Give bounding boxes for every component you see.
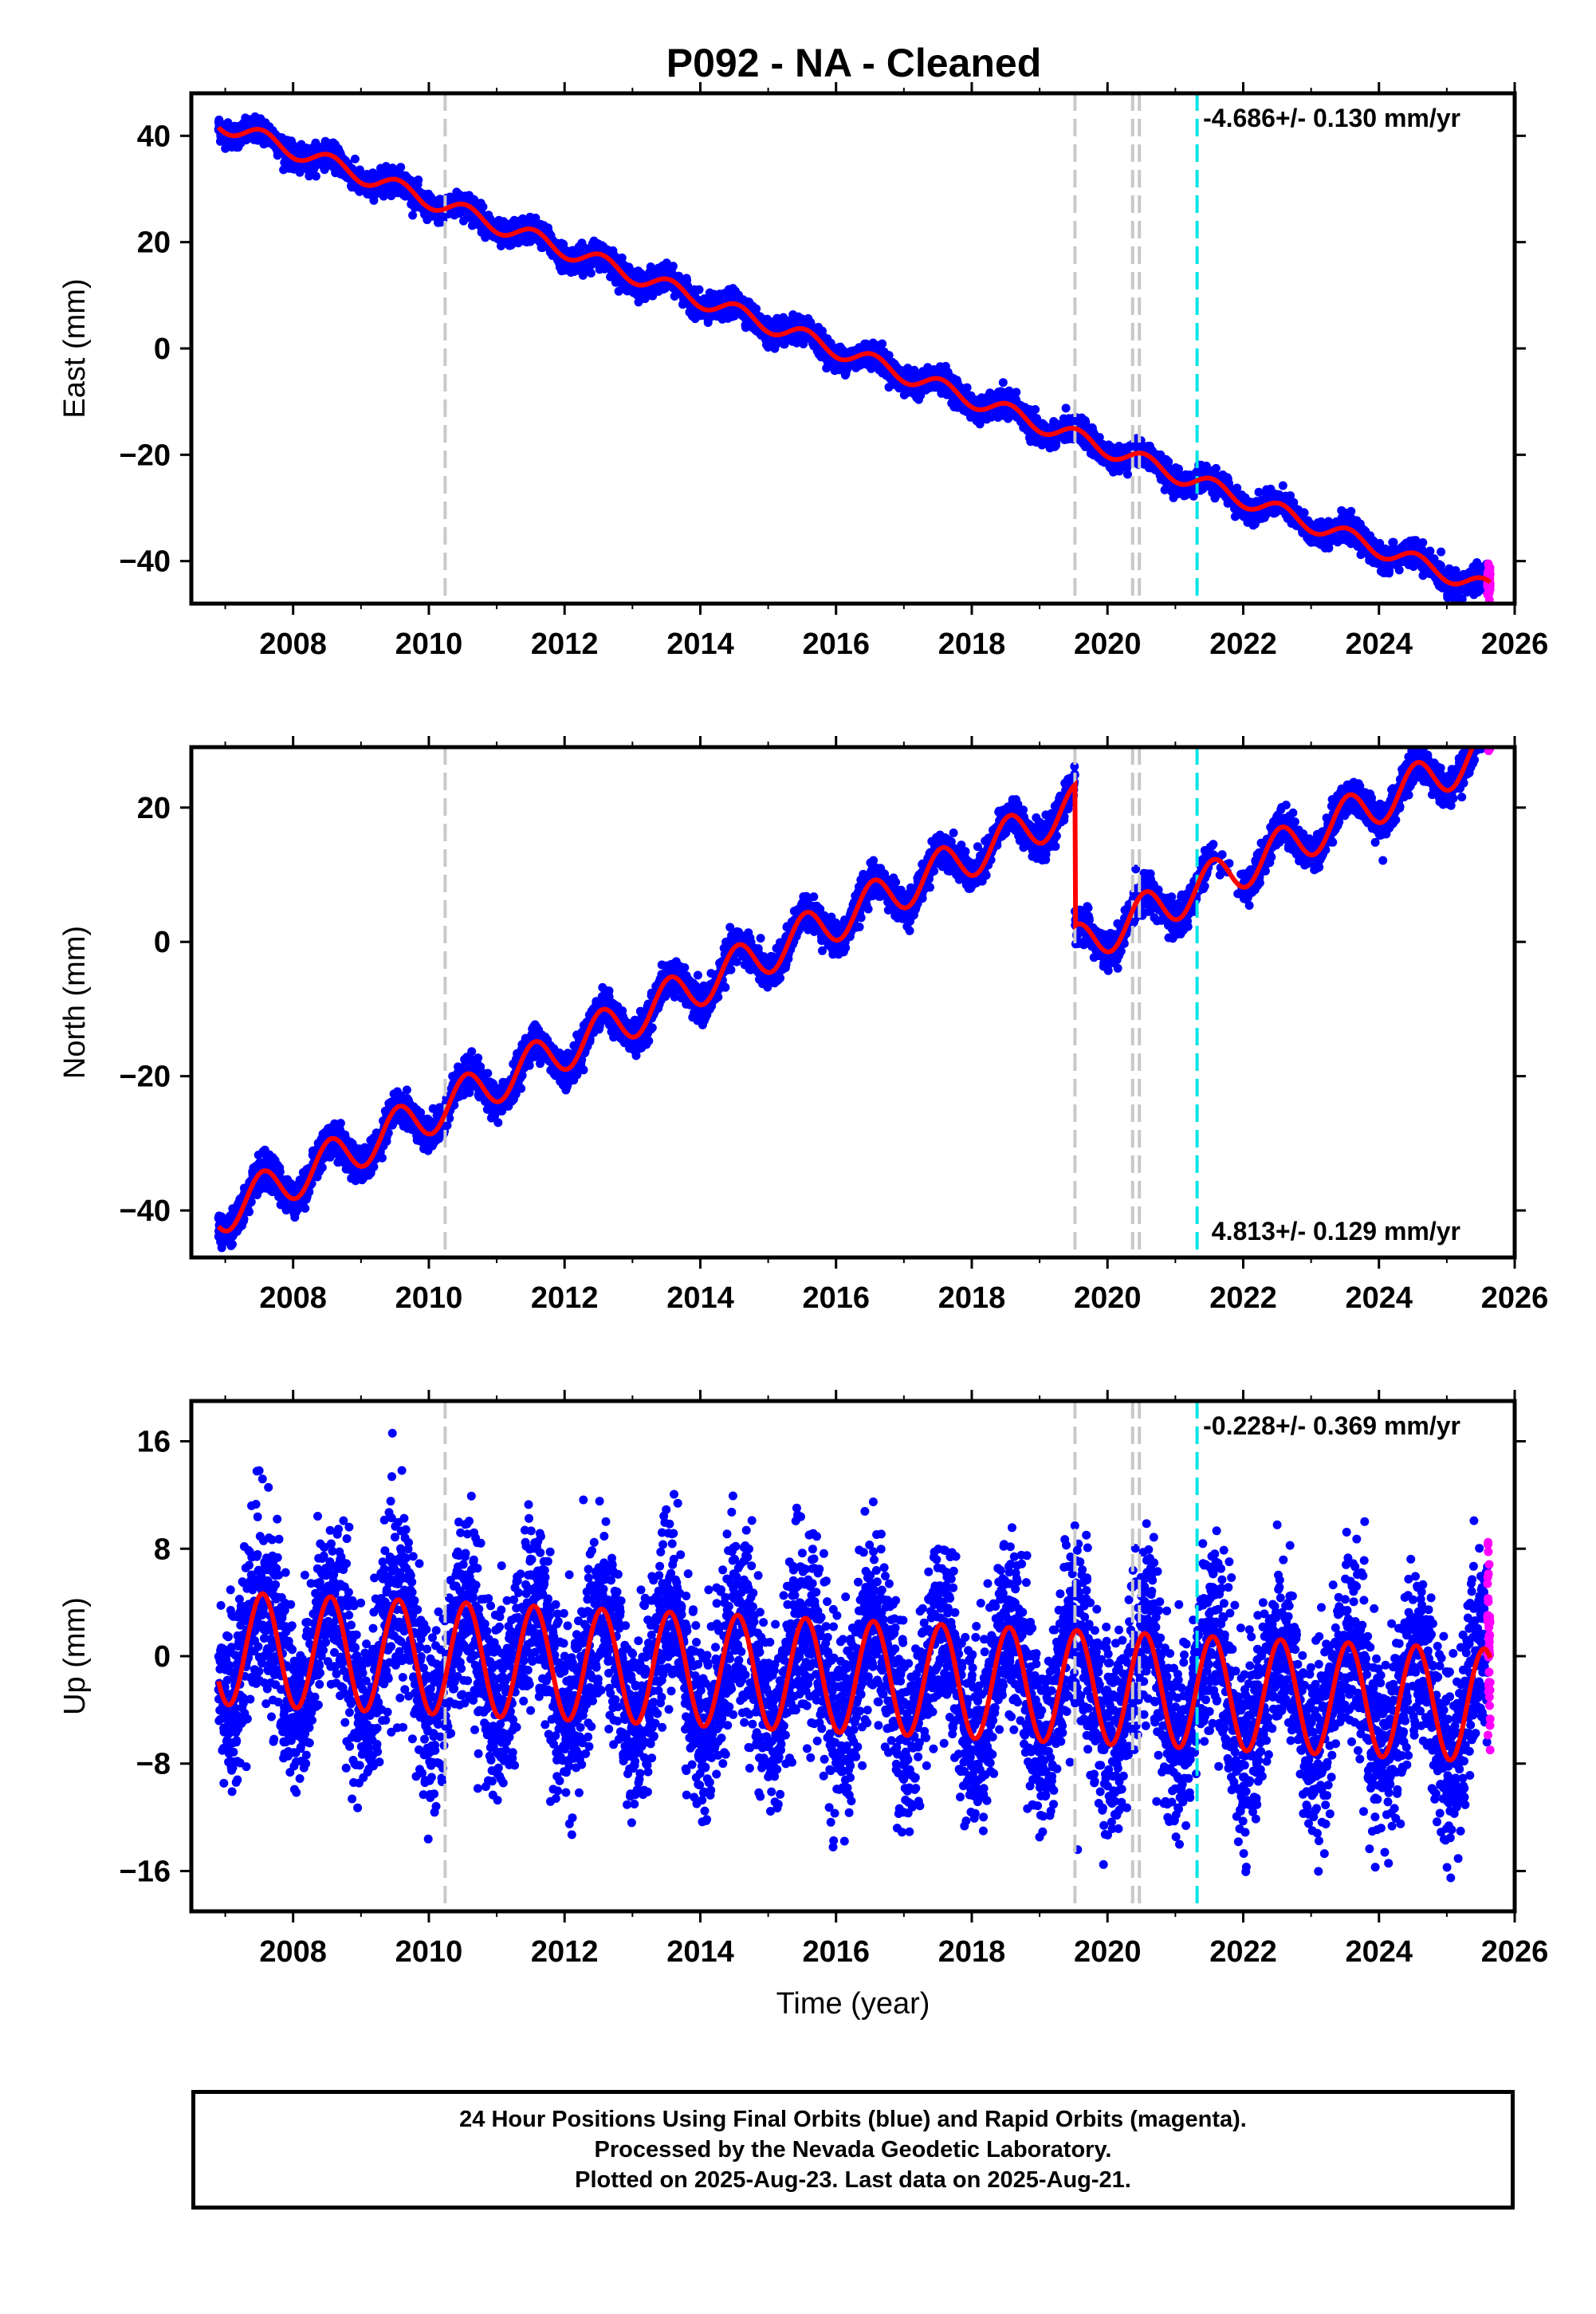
data-point: [1123, 470, 1132, 479]
data-point: [311, 171, 320, 181]
panel-east: 2008 2010 2012 2014 2016 2018 2020 2022 2024 2026…: [58, 82, 1548, 661]
data-point: [414, 175, 423, 185]
figure-title: P092 - NA - Cleaned: [666, 41, 1042, 85]
data-point: [350, 154, 360, 163]
data-point: [694, 285, 704, 294]
data-point: [1031, 405, 1040, 414]
data-point: [379, 191, 388, 201]
data-point: [962, 383, 972, 392]
data-point: [1061, 403, 1071, 413]
plot-area: [214, 93, 1495, 604]
panels-group: 2008 2010 2012 2014 2016 2018 2020 2022 2024 2026…: [58, 82, 1548, 2021]
data-point: [478, 202, 488, 211]
data-point: [1012, 388, 1021, 397]
data-point: [586, 269, 596, 277]
data-point: [668, 262, 678, 271]
data-point: [305, 171, 314, 181]
data-point: [878, 339, 887, 348]
data-point: [998, 378, 1008, 388]
data-point: [396, 163, 406, 172]
data-point: [408, 211, 418, 220]
